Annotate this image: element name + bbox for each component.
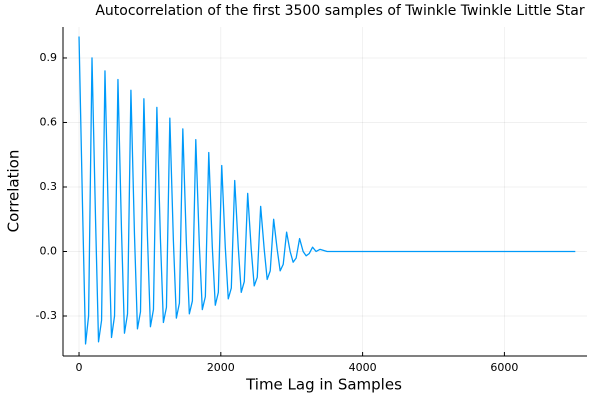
y-tick-label: 0.0 bbox=[40, 244, 58, 257]
y-tick-label: 0.6 bbox=[40, 115, 58, 128]
chart-title: Autocorrelation of the first 3500 sample… bbox=[95, 3, 585, 19]
y-tick-label: -0.3 bbox=[36, 309, 57, 322]
x-tick-label: 0 bbox=[76, 361, 83, 374]
data-line bbox=[78, 36, 576, 345]
y-tick-label: 0.9 bbox=[40, 51, 58, 64]
x-axis-label: Time Lag in Samples bbox=[245, 376, 402, 394]
x-tick-label: 4000 bbox=[349, 361, 377, 374]
x-tick-label: 6000 bbox=[490, 361, 518, 374]
y-tick-label: 0.3 bbox=[40, 180, 58, 193]
y-axis-label: Correlation bbox=[5, 150, 23, 233]
x-tick-label: 2000 bbox=[207, 361, 235, 374]
